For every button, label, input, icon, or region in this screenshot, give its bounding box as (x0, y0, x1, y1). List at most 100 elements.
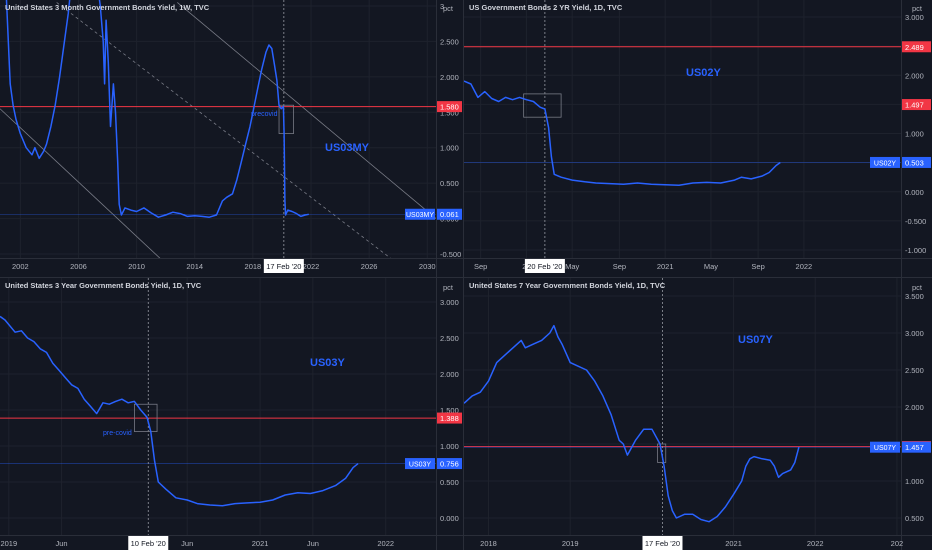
y-tick-label: 1.000 (905, 130, 924, 139)
y-tick-label: 2.000 (440, 73, 459, 82)
x-tick-label: 2030 (419, 262, 436, 271)
plot-area (464, 0, 901, 258)
x-tick-label: 2022 (377, 539, 394, 548)
last-price-label: 0.503 (905, 158, 924, 167)
y-tick-label: -1.000 (905, 246, 926, 255)
y-tick-label: 3.000 (905, 329, 924, 338)
series-line (0, 315, 359, 507)
symbol-badge (870, 441, 900, 453)
symbol-badge-label: US03MY (406, 212, 434, 219)
x-tick-label: Jun (56, 539, 68, 548)
vertical-divider (463, 0, 464, 550)
hline2-price-label: 1.497 (905, 101, 924, 110)
y-tick-label: 2.000 (440, 370, 459, 379)
crosshair-date-label: 17 Feb '20 (266, 262, 301, 271)
symbol-badge-label: US07Y (874, 445, 897, 452)
crosshair-date-badge (524, 259, 565, 273)
symbol-badge (405, 208, 435, 220)
symbol-badge (870, 156, 900, 168)
annotation-box (134, 403, 158, 432)
hline-price-badge (437, 101, 462, 113)
y-tick-label: 0.000 (905, 188, 924, 197)
chart-canvas[interactable]: 3.0002.5002.0001.5001.0000.5000.000-0.50… (464, 0, 932, 277)
y-tick-label: 1.000 (440, 144, 459, 153)
symbol-watermark: US03MY (325, 142, 370, 154)
x-axis: 2018 2019 2021 2022 202 (480, 539, 903, 548)
annotation-box (278, 104, 294, 134)
y-tick-label: 3 (440, 2, 444, 11)
x-tick-label: 2021 (252, 539, 269, 548)
symbol-watermark: US02Y (686, 67, 721, 79)
y-tick-label: 2.000 (905, 71, 924, 80)
x-tick-label: 2022 (807, 539, 824, 548)
y-tick-label: 3.000 (440, 298, 459, 307)
crosshair-date-label: 17 Feb '20 (645, 539, 680, 548)
chart-panel-us07y[interactable]: 3.5003.0002.5002.0001.5001.0000.50020182… (464, 278, 932, 550)
hline-price-label: 1.388 (440, 414, 459, 423)
plot-area (464, 278, 901, 535)
chart-panel-us03my[interactable]: 32.5002.0001.5001.0000.5000.000-0.500200… (0, 0, 463, 277)
last-price-label: 1.457 (905, 443, 924, 452)
x-tick-label: 2006 (70, 262, 87, 271)
chart-canvas[interactable]: 3.5003.0002.5002.0001.5001.0000.50020182… (464, 278, 932, 550)
chart-title: United States 3 Month Government Bonds Y… (5, 3, 210, 12)
series-line (5, 0, 309, 218)
y-tick-label: 1.500 (440, 108, 459, 117)
plot-area (0, 0, 436, 258)
last-price-badge (437, 208, 462, 220)
x-tick-label: 2021 (725, 539, 742, 548)
chart-title: United States 7 Year Government Bonds Yi… (469, 281, 666, 290)
y-tick-label: -0.500 (905, 217, 926, 226)
trend-line (56, 2, 391, 258)
y-tick-label: 0.500 (440, 478, 459, 487)
unit-label: pct (912, 4, 923, 13)
last-price-badge (902, 441, 931, 453)
grid (464, 0, 901, 258)
horizontal-divider (0, 277, 932, 278)
chart-panel-us02y[interactable]: 3.0002.5002.0001.5001.0000.5000.000-0.50… (464, 0, 932, 277)
pre-covid-annotation: pre-covid (103, 430, 132, 437)
x-tick-label: 2026 (361, 262, 378, 271)
y-tick-label: 2.500 (440, 37, 459, 46)
hline-price-badge (902, 41, 931, 53)
plot-area (0, 278, 436, 535)
hline2-price-badge (902, 99, 931, 111)
symbol-watermark: US07Y (738, 334, 773, 346)
x-tick-label: 2022 (796, 262, 813, 271)
x-axis: 2019 Jun Jun 2021 Jun 2022 (0, 539, 394, 548)
x-tick-label: 2019 (0, 539, 17, 548)
crosshair-date-badge (128, 536, 169, 550)
crosshair-date-label: 10 Feb '20 (131, 539, 166, 548)
series-line (464, 80, 781, 187)
chart-canvas[interactable]: 3.000 2.500 2.000 1.500 1.000 0.500 0.000 2019 J… (0, 278, 463, 550)
y-tick-label: 3.000 (905, 13, 924, 22)
chart-panel-us03y[interactable]: 3.000 2.500 2.000 1.500 1.000 0.500 0.000 2019 J… (0, 278, 463, 550)
series-line (464, 324, 800, 523)
x-tick-label: 2018 (480, 539, 497, 548)
chart-canvas[interactable]: 32.5002.0001.5001.0000.5000.000-0.500200… (0, 0, 463, 277)
grid (0, 278, 436, 535)
last-price-label: 0.061 (440, 210, 459, 219)
x-tick-label: 2018 (245, 262, 262, 271)
x-axis: 2002 2006 2010 2014 2018 2022 2026 2030 (12, 262, 436, 271)
crosshair-date-badge (263, 259, 304, 273)
y-tick-label: 0.500 (905, 514, 924, 523)
x-tick-label: 2014 (186, 262, 203, 271)
annotation-box (523, 93, 562, 118)
hline-price-label: 1.580 (440, 103, 459, 112)
x-tick-label: May (565, 262, 579, 271)
hline-price-badge (437, 412, 462, 424)
symbol-watermark: US03Y (310, 357, 345, 369)
y-tick-label: 1.000 (440, 442, 459, 451)
last-price-badge (902, 156, 931, 168)
precovid-annotation: precovid (251, 111, 278, 118)
symbol-badge-label: US02Y (874, 160, 897, 167)
chart-title: United States 3 Year Government Bonds Yi… (5, 281, 202, 290)
symbol-badge (405, 458, 435, 470)
crosshair-date-label: 20 Feb '20 (527, 262, 562, 271)
y-tick-label: 2.500 (905, 366, 924, 375)
trend-line (0, 108, 161, 258)
